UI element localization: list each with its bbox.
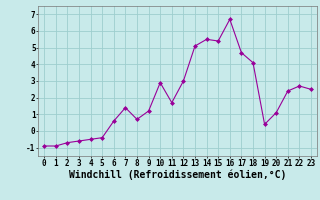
- X-axis label: Windchill (Refroidissement éolien,°C): Windchill (Refroidissement éolien,°C): [69, 169, 286, 180]
